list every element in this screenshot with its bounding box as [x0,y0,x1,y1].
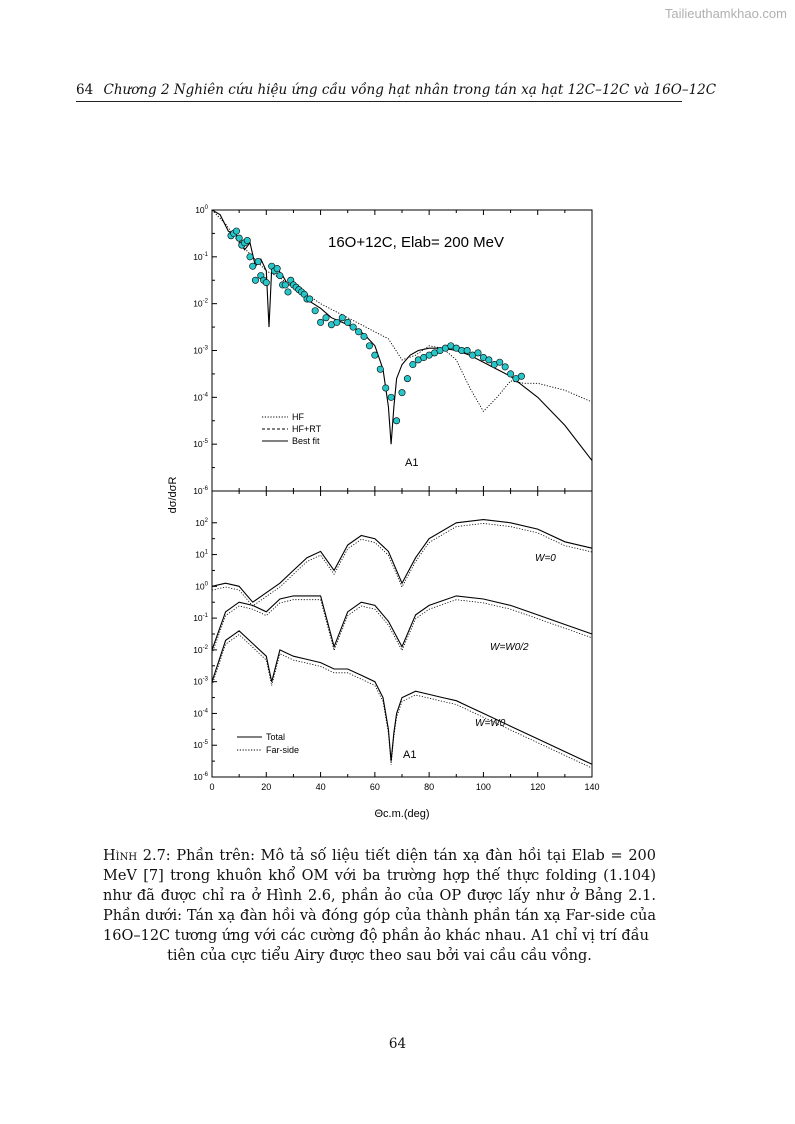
x-tick-label: 120 [530,782,545,792]
data-point [322,314,330,322]
caption-text: Phần trên: Mô tả số liệu tiết diện tán x… [103,848,656,944]
data-point [276,272,284,280]
data-point [474,349,482,357]
legend-label: Best fit [292,436,320,446]
y-axis-label: dσ/dσR [167,477,179,514]
legend-label: HF [292,412,304,422]
figure: 100 10-1 10-2 10-3 10-4 10-5 10-6 16O+12C, Elab… [167,205,600,820]
bottom-panel: 102 101 100 10-1 10-2 10-3 10-4 10-5 10-6 Total Fa… [193,490,593,782]
axes-text: 0 20 40 60 80 100 120 140 Θc.m.(deg) dσ/dσR [167,477,600,820]
data-point [507,370,515,378]
data-point [284,288,292,296]
x-tick-label: 20 [261,782,271,792]
legend-label: Far-side [266,745,299,755]
data-point [360,332,368,340]
data-point [409,361,417,369]
caption-last-line: tiên của cực tiểu Airy được theo sau bởi… [167,948,592,964]
data-point [317,318,325,326]
y-tick-label: 10-2 [193,299,208,309]
data-point [251,276,259,284]
legend-label: Total [266,732,285,742]
y-tick-label: 10-3 [193,346,208,356]
data-point [232,227,240,235]
data-point [235,234,243,242]
x-tick-label: 80 [424,782,434,792]
data-point [344,318,352,326]
curve-label: W=W0/2 [490,642,529,653]
data-point [485,356,493,364]
watermark: Tailieuthamkhao.com [664,6,787,21]
far-side-line [211,634,593,769]
y-tick-label: 101 [195,550,208,560]
far-side-line [211,599,593,654]
y-tick-label: 10-2 [193,645,208,655]
series-line [211,630,593,765]
data-point [517,372,525,380]
data-point [246,253,254,261]
y-tick-label: 100 [195,205,208,215]
y-tick-label: 10-5 [193,439,208,449]
header-page-number: 64 [76,82,94,98]
y-tick-label: 102 [195,518,208,528]
plot-frame [211,209,593,492]
curve-label: W=0 [535,553,556,564]
data-point [355,328,363,336]
data-point [501,363,509,371]
data-point [273,265,281,273]
header-title: Chương 2 Nghiên cứu hiệu ứng cầu vồng hạ… [103,82,568,98]
caption-label: Hình 2.7: [103,848,171,864]
data-point [349,323,357,331]
y-tick-label: 10-4 [193,392,208,402]
data-point [382,384,390,392]
y-tick-label: 100 [195,581,208,591]
header-formula: 12C–12C và 16O–12C [567,82,717,98]
y-tick-label: 10-1 [193,252,208,262]
data-point [387,393,395,401]
legend-label: HF+RT [292,424,322,434]
data-point [254,258,262,266]
annotation-a1-bottom: A1 [403,749,416,761]
data-point [243,236,251,244]
data-point [496,358,504,366]
data-point [463,347,471,355]
x-tick-label: 60 [370,782,380,792]
page-number: 64 [388,1036,407,1052]
x-tick-label: 0 [209,782,214,792]
data-point [311,307,319,315]
y-tick-label: 10-6 [193,772,208,782]
figure-caption: Hình 2.7: Phần trên: Mô tả số liệu tiết … [103,846,656,966]
y-tick-label: 10-4 [193,708,208,718]
annotation-a1: A1 [405,457,418,469]
data-point [398,389,406,397]
data-point [306,295,314,303]
running-header: 64 Chương 2 Nghiên cứu hiệu ứng cầu vồng… [76,82,716,102]
data-point [365,342,373,350]
series-line [211,209,593,413]
data-point [338,314,346,322]
x-tick-label: 100 [476,782,491,792]
top-panel: 100 10-1 10-2 10-3 10-4 10-5 10-6 16O+12C, Elab… [193,205,593,496]
data-point [333,318,341,326]
y-tick-label: 10-6 [193,486,208,496]
series-line [211,519,593,603]
y-tick-label: 10-5 [193,740,208,750]
y-tick-label: 10-1 [193,613,208,623]
data-point [371,351,379,359]
data-point [281,281,289,289]
data-point [393,417,401,425]
x-tick-label: 140 [584,782,599,792]
x-axis-label: Θc.m.(deg) [374,808,429,820]
far-side-line [211,522,593,607]
data-point [249,262,257,270]
series-line [211,595,593,651]
y-tick-label: 10-3 [193,677,208,687]
top-panel-title: 16O+12C, Elab= 200 MeV [328,234,504,251]
data-point [376,365,384,373]
data-point [262,279,270,287]
x-tick-label: 40 [316,782,326,792]
data-point [403,375,411,383]
curve-label: W=W0 [475,718,506,729]
